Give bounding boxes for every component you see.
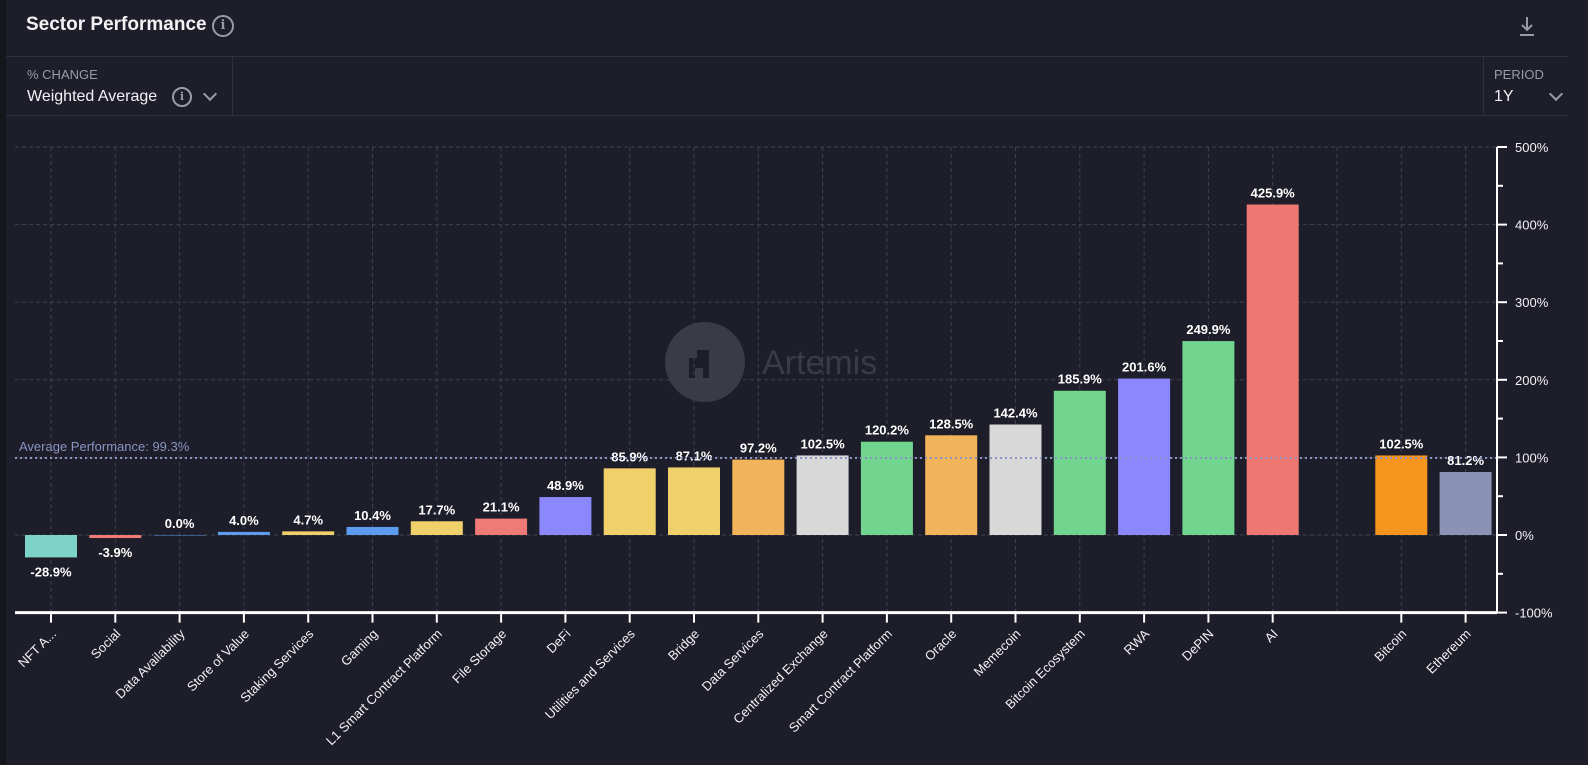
bar xyxy=(796,455,849,535)
average-line-label: Average Performance: 99.3% xyxy=(19,439,190,454)
bar xyxy=(1118,378,1171,535)
category-label: Data Availability xyxy=(112,626,188,702)
data-label: -3.9% xyxy=(98,545,132,560)
data-label: 102.5% xyxy=(1379,436,1424,451)
download-icon[interactable] xyxy=(1518,14,1536,38)
bar xyxy=(346,526,399,535)
category-label: DePIN xyxy=(1179,626,1217,664)
bar xyxy=(410,521,463,535)
bar xyxy=(925,435,978,535)
change-label: % CHANGE xyxy=(27,67,98,82)
bar xyxy=(1439,471,1492,535)
watermark: Artemis xyxy=(665,322,877,402)
y-tick-label: 400% xyxy=(1515,218,1549,233)
category-label: Oracle xyxy=(922,626,960,664)
data-label: 17.7% xyxy=(418,502,455,517)
data-label: 425.9% xyxy=(1251,186,1296,201)
data-label: 21.1% xyxy=(483,500,520,515)
bar xyxy=(1053,390,1106,535)
info-icon[interactable]: i xyxy=(212,15,234,37)
bar xyxy=(1375,455,1428,535)
category-label: Ethereum xyxy=(1423,626,1473,676)
category-label: Store of Value xyxy=(184,626,252,694)
data-label: 120.2% xyxy=(865,423,910,438)
y-tick-label: 0% xyxy=(1515,528,1534,543)
bar xyxy=(25,535,77,558)
y-tick-label: 300% xyxy=(1515,295,1549,310)
data-label: 185.9% xyxy=(1058,372,1103,387)
data-label: 4.0% xyxy=(229,513,259,528)
bar xyxy=(1182,341,1235,535)
bar xyxy=(89,535,142,539)
category-label: Bridge xyxy=(665,626,702,663)
category-label: AI xyxy=(1262,626,1281,645)
category-label: Bitcoin xyxy=(1371,626,1409,664)
category-label: Memecoin xyxy=(971,626,1024,679)
data-label: 128.5% xyxy=(929,416,974,431)
bar xyxy=(989,424,1042,535)
period-label: PERIOD xyxy=(1494,67,1544,82)
data-label: 0.0% xyxy=(165,516,195,531)
data-label: -28.9% xyxy=(30,564,72,579)
bar xyxy=(282,531,335,535)
category-label: Smart Contract Platform xyxy=(786,626,895,735)
category-label: Data Services xyxy=(699,626,767,694)
data-label: 87.1% xyxy=(676,448,713,463)
bar xyxy=(153,535,206,536)
card-header: Sector Performance i xyxy=(6,0,1568,57)
bar xyxy=(217,531,270,535)
category-label: Social xyxy=(88,626,124,662)
data-label: 249.9% xyxy=(1186,322,1231,337)
category-label: NFT A... xyxy=(15,626,59,670)
data-label: 201.6% xyxy=(1122,360,1167,375)
category-label: DeFi xyxy=(544,626,574,656)
period-value[interactable]: 1Y xyxy=(1494,88,1514,105)
info-icon[interactable]: i xyxy=(172,87,192,107)
category-label: L1 Smart Contract Platform xyxy=(323,626,445,748)
bar xyxy=(732,459,785,535)
data-label: 142.4% xyxy=(993,405,1038,420)
data-label: 4.7% xyxy=(293,512,323,527)
bar xyxy=(539,497,592,535)
y-tick-label: -100% xyxy=(1515,606,1553,621)
bar xyxy=(603,468,656,535)
data-label: 97.2% xyxy=(740,441,777,456)
bar xyxy=(1246,204,1299,536)
y-tick-label: 200% xyxy=(1515,373,1549,388)
category-label: RWA xyxy=(1121,626,1153,658)
y-tick-label: 100% xyxy=(1515,450,1549,465)
y-tick-label: 500% xyxy=(1515,140,1549,155)
category-label: File Storage xyxy=(449,626,509,686)
data-label: 85.9% xyxy=(611,449,648,464)
category-label: Gaming xyxy=(338,626,381,669)
bar xyxy=(860,441,913,535)
data-label: 81.2% xyxy=(1447,453,1484,468)
data-label: 102.5% xyxy=(801,436,846,451)
change-value[interactable]: Weighted Average xyxy=(27,88,158,105)
page-title: Sector Performance xyxy=(26,14,207,35)
left-edge xyxy=(0,0,6,765)
watermark-text: Artemis xyxy=(762,344,877,382)
data-label: 10.4% xyxy=(354,508,391,523)
period-selector[interactable]: PERIOD 1Y xyxy=(1483,57,1569,115)
bar xyxy=(475,518,528,535)
chart-controls: % CHANGE Weighted Average i PERIOD 1Y xyxy=(6,57,1568,116)
data-label: 48.9% xyxy=(547,478,584,493)
change-selector[interactable]: % CHANGE Weighted Average i xyxy=(6,57,233,115)
bar xyxy=(668,467,720,535)
